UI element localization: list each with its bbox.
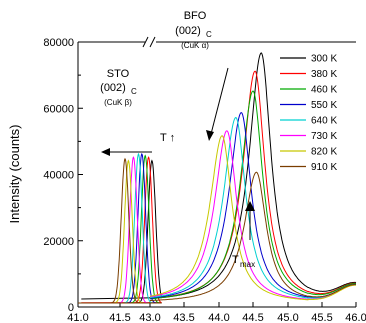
- legend-label: 300 K: [311, 54, 337, 65]
- y-axis-label: Intensity (counts): [7, 125, 22, 224]
- x-tick-label: 44.0: [208, 312, 229, 323]
- sto-annotation: STO (002) C (CuK β): [100, 68, 137, 107]
- legend-label: 380 K: [311, 69, 337, 80]
- x-tick-label: 41.5: [109, 312, 130, 323]
- bfo-label: BFO: [184, 10, 207, 22]
- temperature-arrow: T ↑: [101, 67, 229, 156]
- legend-label: 460 K: [311, 85, 337, 96]
- sto-reflection: (002): [100, 82, 126, 94]
- axis-break-mark: [142, 36, 156, 48]
- y-tick-label: 60000: [43, 103, 74, 115]
- bfo-reflection-text: (002): [175, 25, 201, 37]
- bfo-source: (CuK α): [181, 41, 209, 50]
- x-tick-label: 44.5: [242, 312, 263, 323]
- legend-label: 640 K: [311, 116, 337, 127]
- bfo-reflection: (002): [175, 25, 201, 37]
- x-tick-label: 46.0: [345, 312, 366, 323]
- axes: [77, 36, 356, 308]
- tmax-label: T: [232, 254, 239, 266]
- x-tick-label: 43.5: [173, 312, 194, 323]
- series-line: [78, 157, 356, 304]
- legend-items: 300 K 380 K 460 K 550 K 640 K 730 K 820 K 910 K: [280, 54, 337, 173]
- legend: 300 K 380 K 460 K 550 K 640 K 730 K 820 K 910 K: [274, 50, 353, 174]
- bfo-shift-arrow-shaft: [210, 67, 229, 135]
- legend-label: 820 K: [311, 147, 337, 158]
- legend-label: 550 K: [311, 100, 337, 111]
- bfo-reflection-sub: C: [206, 30, 212, 39]
- legend-label: 730 K: [311, 131, 337, 142]
- y-tick-label: 20000: [43, 236, 74, 248]
- x-ticks: 41.0 41.5 43.0 43.5 44.0 44.5 45.0 45.5 46.0: [67, 302, 366, 323]
- y-tick-label: 40000: [43, 170, 74, 182]
- t-arrow-head: [101, 148, 110, 156]
- sto-reflection-sub: C: [131, 87, 137, 96]
- legend-box: [274, 50, 353, 174]
- sto-source: (CuK β): [104, 98, 132, 107]
- bfo-shift-arrow-head: [206, 130, 214, 141]
- sto-label: STO: [107, 68, 130, 80]
- series-curves: [78, 52, 357, 304]
- x-tick-label: 45.5: [311, 312, 332, 323]
- x-tick-label: 43.0: [139, 312, 160, 323]
- x-tick-label: 41.0: [67, 312, 88, 323]
- y-ticks: 0 20000 40000 60000 80000: [43, 37, 83, 314]
- tmax-sub: max: [240, 260, 255, 269]
- y-tick-label: 0: [68, 302, 74, 314]
- bfo-annotation: BFO (002) C (CuK α): [175, 10, 212, 50]
- y-tick-label: 80000: [43, 37, 74, 49]
- x-tick-label: 45.0: [277, 312, 298, 323]
- tmax-annotation: T max: [232, 201, 255, 269]
- legend-label: 910 K: [311, 162, 337, 173]
- t-arrow-label: T ↑: [160, 132, 175, 144]
- tmax-arrow-head: [245, 201, 255, 211]
